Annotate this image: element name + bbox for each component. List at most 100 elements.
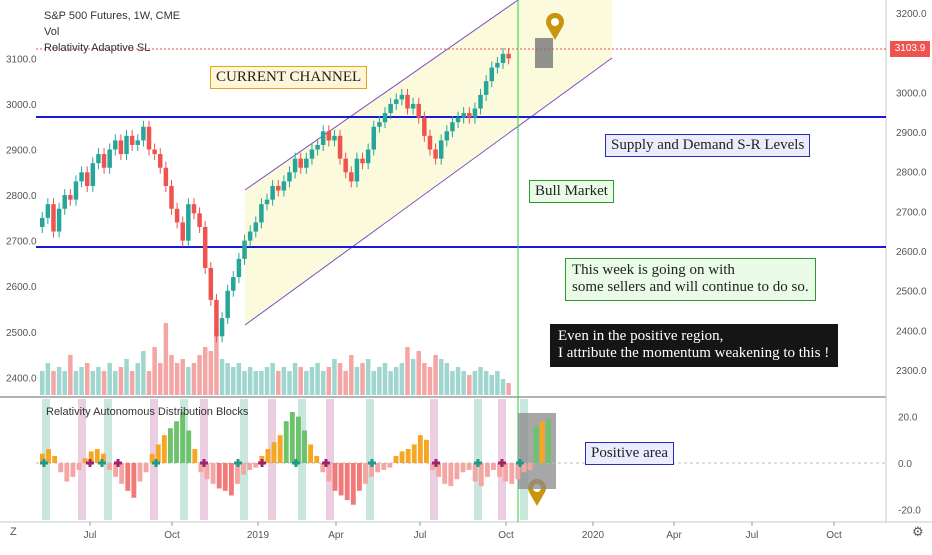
price-highlight-box [535, 38, 553, 68]
osc-bar [387, 462, 393, 468]
volume-bar [309, 367, 315, 395]
candle-body [253, 222, 259, 232]
osc-bar [466, 462, 472, 470]
osc-bar [375, 462, 381, 473]
osc-tick: 20.0 [898, 413, 918, 424]
osc-stripe [240, 399, 248, 520]
volume-bar [472, 371, 478, 395]
candle-body [455, 117, 461, 123]
volume-bar [337, 363, 343, 395]
osc-bar [320, 462, 326, 473]
candle-body [264, 199, 270, 205]
volume-bar [450, 371, 455, 395]
osc-bar [454, 462, 460, 480]
candle-body [500, 53, 506, 63]
osc-bar [326, 462, 332, 482]
osc-bar [161, 435, 167, 463]
osc-bar [289, 411, 295, 463]
left-price-tick: 3000.0 [6, 100, 37, 111]
candle-body [337, 135, 343, 159]
osc-bar [271, 442, 277, 463]
osc-bar [344, 462, 350, 501]
volume-bar [163, 323, 169, 395]
volume-legend[interactable]: Vol [44, 26, 60, 38]
osc-bar [131, 462, 137, 498]
osc-cross-marker [40, 458, 48, 467]
candle-body [96, 154, 101, 164]
volume-bar [438, 359, 444, 395]
symbol-title[interactable]: S&P 500 Futures, 1W, CME [44, 10, 181, 22]
candle-body [236, 258, 242, 278]
candle-body [79, 172, 84, 182]
osc-bar [545, 418, 551, 463]
volume-bar [416, 351, 421, 395]
osc-bar [436, 462, 442, 477]
price-marker-pin [546, 12, 564, 40]
candle-body [197, 213, 202, 227]
osc-bar [149, 453, 155, 463]
osc-cross-marker [368, 458, 376, 467]
volume-bar [433, 355, 438, 395]
volume-bar [62, 371, 67, 395]
osc-bar [192, 449, 198, 463]
candle-body [410, 103, 416, 109]
volume-bar [292, 363, 298, 395]
osc-bar [113, 462, 119, 477]
osc-cross-marker [474, 458, 482, 467]
osc-tick: -20.0 [898, 505, 921, 516]
volume-bar [113, 371, 118, 395]
left-price-tick: 2500.0 [6, 328, 37, 339]
osc-cross-marker [234, 458, 242, 467]
volume-bar [467, 375, 472, 395]
volume-bar [259, 371, 264, 395]
osc-bar [88, 451, 94, 463]
settings-icon[interactable]: ⚙ [912, 524, 924, 539]
volume-bar [506, 383, 511, 395]
volume-bar [444, 363, 450, 395]
volume-bar [45, 363, 51, 395]
osc-bar [503, 462, 509, 482]
volume-bar [276, 371, 281, 395]
candle-body [320, 131, 326, 145]
candle-body [292, 158, 298, 173]
volume-bar [247, 367, 253, 395]
subpane-legend[interactable]: Relativity Autonomous Distribution Block… [46, 406, 249, 418]
osc-bar [442, 462, 448, 484]
volume-bar [489, 375, 495, 395]
osc-bar [491, 462, 496, 470]
osc-bar [497, 462, 503, 477]
osc-bar [430, 462, 435, 470]
candle-body [416, 103, 421, 118]
time-tick: Jul [84, 530, 97, 541]
volume-bar [320, 371, 326, 395]
osc-bar [137, 462, 143, 482]
candle-body [343, 158, 348, 173]
osc-bar [515, 462, 521, 480]
candle-body [84, 172, 90, 186]
momentum-note-line-1: Even in the positive region, [558, 328, 724, 344]
candle-body [90, 163, 96, 186]
volume-bar [107, 363, 112, 395]
candle-body [208, 267, 214, 300]
channel-lower-line [244, 57, 613, 326]
osc-bar [308, 444, 314, 463]
candle-body [298, 158, 303, 168]
candle-body [219, 318, 225, 337]
volume-bar [68, 355, 73, 395]
volume-bar [287, 371, 292, 395]
candle-body [371, 126, 377, 150]
zoom-button[interactable]: Z [10, 526, 17, 538]
candle-body [225, 290, 230, 319]
positive-area-label: Positive area [585, 442, 675, 466]
right-price-tick: 2500.0 [896, 287, 927, 298]
candle-body [169, 185, 174, 209]
candle-body [107, 149, 112, 168]
candle-body [332, 135, 337, 141]
osc-bar [70, 462, 76, 477]
indicator-legend[interactable]: Relativity Adaptive SL [44, 42, 151, 54]
left-price-tick: 2800.0 [6, 191, 37, 202]
osc-bar [204, 462, 210, 480]
time-tick: 2019 [247, 530, 270, 541]
candle-body [191, 204, 197, 214]
osc-stripe [298, 399, 306, 520]
